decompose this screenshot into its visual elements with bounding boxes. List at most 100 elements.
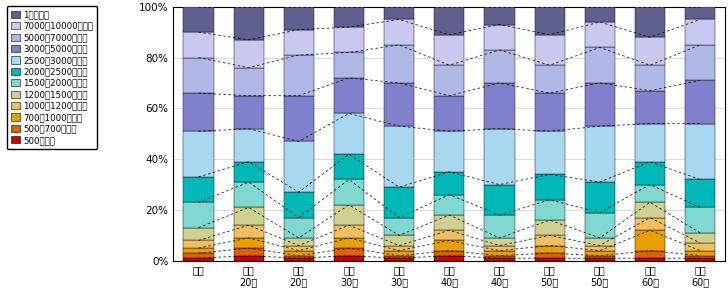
Bar [534,65,565,93]
Bar [534,253,565,258]
Bar [183,258,213,261]
Bar [585,238,615,246]
Bar [384,218,414,235]
Bar [183,32,213,58]
Bar [434,251,464,256]
Bar [183,7,213,32]
Bar [334,248,364,256]
Bar [384,246,414,251]
Bar [234,207,264,225]
Bar [685,256,715,258]
Bar [183,93,213,131]
Bar [384,235,414,246]
Bar [234,238,264,248]
Bar [384,258,414,261]
Bar [484,258,515,261]
Bar [234,248,264,256]
Bar [434,172,464,195]
Bar [384,187,414,218]
Bar [434,230,464,240]
Bar [384,83,414,126]
Bar [585,48,615,83]
Bar [434,256,464,261]
Bar [434,131,464,172]
Bar [334,78,364,113]
Bar [484,184,515,215]
Bar [434,240,464,251]
Bar [484,238,515,246]
Bar [685,19,715,45]
Bar [534,174,565,200]
Bar [585,126,615,182]
Bar [534,235,565,246]
Bar [635,218,665,230]
Bar [585,182,615,213]
Bar [484,215,515,238]
Bar [284,218,314,238]
Bar [334,180,364,205]
Bar [183,248,213,253]
Bar [234,40,264,68]
Bar [334,205,364,225]
Bar [284,96,314,142]
Bar [234,96,264,129]
Bar [585,213,615,238]
Bar [534,258,565,261]
Bar [234,225,264,238]
Bar [284,238,314,246]
Bar [284,256,314,258]
Bar [635,7,665,37]
Bar [534,93,565,131]
Bar [284,30,314,55]
Bar [284,258,314,261]
Bar [334,256,364,261]
Bar [384,251,414,256]
Bar [534,131,565,174]
Bar [484,7,515,25]
Bar [334,154,364,180]
Bar [183,202,213,228]
Bar [183,177,213,202]
Bar [685,251,715,256]
Bar [534,200,565,220]
Bar [585,246,615,251]
Bar [635,230,665,251]
Bar [585,83,615,126]
Bar [585,258,615,261]
Bar [685,243,715,251]
Bar [434,7,464,35]
Bar [434,195,464,215]
Bar [334,7,364,27]
Bar [234,129,264,162]
Bar [234,68,264,96]
Bar [585,7,615,22]
Bar [183,58,213,93]
Bar [635,162,665,184]
Bar [484,25,515,50]
Bar [484,251,515,256]
Bar [635,251,665,258]
Bar [334,238,364,248]
Bar [384,7,414,19]
Bar [484,83,515,129]
Bar [234,7,264,40]
Bar [685,124,715,180]
Bar [284,246,314,251]
Bar [234,162,264,182]
Bar [334,52,364,78]
Bar [635,258,665,261]
Bar [434,65,464,96]
Bar [585,251,615,256]
Bar [534,220,565,235]
Bar [484,256,515,258]
Bar [534,7,565,35]
Bar [284,55,314,96]
Bar [384,45,414,83]
Bar [635,124,665,162]
Bar [434,96,464,131]
Bar [284,142,314,192]
Bar [635,65,665,90]
Bar [685,180,715,207]
Bar [685,80,715,124]
Legend: 1万円以上, 7000～10000円未満, 5000～7000円未満, 3000～5000円未満, 2500～3000円未満, 2000～2500円未満, 15: 1万円以上, 7000～10000円未満, 5000～7000円未満, 3000… [7,6,98,149]
